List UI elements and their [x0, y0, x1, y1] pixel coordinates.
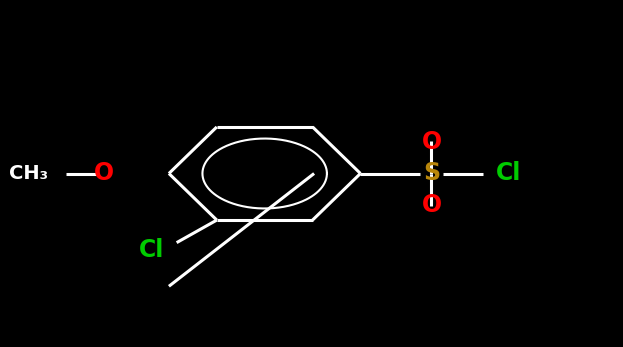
Text: S: S: [423, 161, 440, 186]
Text: Cl: Cl: [139, 238, 164, 262]
Text: CH₃: CH₃: [9, 164, 49, 183]
Text: O: O: [94, 161, 114, 186]
Text: O: O: [421, 130, 442, 154]
Text: O: O: [421, 193, 442, 217]
Text: Cl: Cl: [497, 161, 521, 186]
